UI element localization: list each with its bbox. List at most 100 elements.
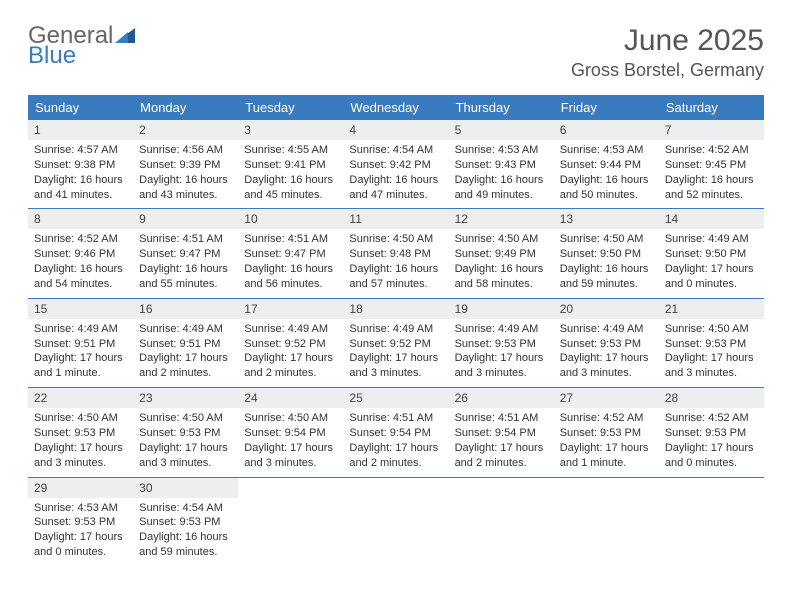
calendar-cell: 8Sunrise: 4:52 AMSunset: 9:46 PMDaylight… [28,209,133,298]
day-details: Sunrise: 4:50 AMSunset: 9:53 PMDaylight:… [28,408,133,476]
day-details: Sunrise: 4:52 AMSunset: 9:45 PMDaylight:… [659,140,764,208]
calendar-cell: 24Sunrise: 4:50 AMSunset: 9:54 PMDayligh… [238,388,343,477]
day-number: 26 [449,388,554,408]
location-label: Gross Borstel, Germany [571,60,764,81]
day-number: 19 [449,299,554,319]
page-header: GeneralBlue June 2025 Gross Borstel, Ger… [28,24,764,81]
day-number: 11 [343,209,448,229]
calendar-cell: .. [659,477,764,566]
day-number: 10 [238,209,343,229]
calendar-cell: .. [343,477,448,566]
weekday-header: Friday [554,95,659,120]
day-number: 3 [238,120,343,140]
calendar-page: GeneralBlue June 2025 Gross Borstel, Ger… [0,0,792,566]
day-number: 20 [554,299,659,319]
calendar-cell: 11Sunrise: 4:50 AMSunset: 9:48 PMDayligh… [343,209,448,298]
day-details: Sunrise: 4:50 AMSunset: 9:54 PMDaylight:… [238,408,343,476]
calendar-cell: 23Sunrise: 4:50 AMSunset: 9:53 PMDayligh… [133,388,238,477]
calendar-row: 15Sunrise: 4:49 AMSunset: 9:51 PMDayligh… [28,298,764,387]
day-details: Sunrise: 4:49 AMSunset: 9:51 PMDaylight:… [28,319,133,387]
calendar-cell: 25Sunrise: 4:51 AMSunset: 9:54 PMDayligh… [343,388,448,477]
calendar-row: 22Sunrise: 4:50 AMSunset: 9:53 PMDayligh… [28,388,764,477]
day-details: Sunrise: 4:50 AMSunset: 9:53 PMDaylight:… [133,408,238,476]
calendar-cell: .. [554,477,659,566]
day-number: 1 [28,120,133,140]
day-number: 25 [343,388,448,408]
day-number: 8 [28,209,133,229]
day-number: 28 [659,388,764,408]
calendar-cell: 19Sunrise: 4:49 AMSunset: 9:53 PMDayligh… [449,298,554,387]
day-details: Sunrise: 4:54 AMSunset: 9:42 PMDaylight:… [343,140,448,208]
calendar-cell: .. [238,477,343,566]
day-number: 15 [28,299,133,319]
day-details: Sunrise: 4:49 AMSunset: 9:51 PMDaylight:… [133,319,238,387]
day-details: Sunrise: 4:50 AMSunset: 9:50 PMDaylight:… [554,229,659,297]
day-details: Sunrise: 4:50 AMSunset: 9:49 PMDaylight:… [449,229,554,297]
day-details: Sunrise: 4:49 AMSunset: 9:52 PMDaylight:… [238,319,343,387]
weekday-header: Saturday [659,95,764,120]
calendar-cell: 30Sunrise: 4:54 AMSunset: 9:53 PMDayligh… [133,477,238,566]
day-number: 29 [28,478,133,498]
calendar-cell: 26Sunrise: 4:51 AMSunset: 9:54 PMDayligh… [449,388,554,477]
day-details: Sunrise: 4:55 AMSunset: 9:41 PMDaylight:… [238,140,343,208]
calendar-header-row: SundayMondayTuesdayWednesdayThursdayFrid… [28,95,764,120]
day-details: Sunrise: 4:51 AMSunset: 9:47 PMDaylight:… [238,229,343,297]
calendar-body: 1Sunrise: 4:57 AMSunset: 9:38 PMDaylight… [28,120,764,566]
day-details: Sunrise: 4:51 AMSunset: 9:54 PMDaylight:… [343,408,448,476]
day-number: 2 [133,120,238,140]
calendar-cell: 29Sunrise: 4:53 AMSunset: 9:53 PMDayligh… [28,477,133,566]
day-details: Sunrise: 4:53 AMSunset: 9:53 PMDaylight:… [28,498,133,566]
calendar-cell: 10Sunrise: 4:51 AMSunset: 9:47 PMDayligh… [238,209,343,298]
calendar-cell: .. [449,477,554,566]
day-details: Sunrise: 4:52 AMSunset: 9:46 PMDaylight:… [28,229,133,297]
calendar-cell: 9Sunrise: 4:51 AMSunset: 9:47 PMDaylight… [133,209,238,298]
day-number: 18 [343,299,448,319]
day-number: 17 [238,299,343,319]
day-number: 24 [238,388,343,408]
weekday-header: Thursday [449,95,554,120]
calendar-cell: 7Sunrise: 4:52 AMSunset: 9:45 PMDaylight… [659,120,764,209]
brand-triangle-icon [115,24,135,48]
day-details: Sunrise: 4:50 AMSunset: 9:53 PMDaylight:… [659,319,764,387]
day-number: 16 [133,299,238,319]
weekday-header: Monday [133,95,238,120]
calendar-cell: 2Sunrise: 4:56 AMSunset: 9:39 PMDaylight… [133,120,238,209]
day-number: 12 [449,209,554,229]
day-number: 27 [554,388,659,408]
day-number: 7 [659,120,764,140]
calendar-cell: 13Sunrise: 4:50 AMSunset: 9:50 PMDayligh… [554,209,659,298]
weekday-header: Tuesday [238,95,343,120]
day-number: 6 [554,120,659,140]
calendar-cell: 28Sunrise: 4:52 AMSunset: 9:53 PMDayligh… [659,388,764,477]
calendar-row: 8Sunrise: 4:52 AMSunset: 9:46 PMDaylight… [28,209,764,298]
calendar-cell: 14Sunrise: 4:49 AMSunset: 9:50 PMDayligh… [659,209,764,298]
day-number: 14 [659,209,764,229]
day-number: 13 [554,209,659,229]
day-details: Sunrise: 4:49 AMSunset: 9:52 PMDaylight:… [343,319,448,387]
day-details: Sunrise: 4:56 AMSunset: 9:39 PMDaylight:… [133,140,238,208]
title-block: June 2025 Gross Borstel, Germany [571,24,764,81]
day-number: 21 [659,299,764,319]
calendar-cell: 21Sunrise: 4:50 AMSunset: 9:53 PMDayligh… [659,298,764,387]
day-details: Sunrise: 4:50 AMSunset: 9:48 PMDaylight:… [343,229,448,297]
day-details: Sunrise: 4:52 AMSunset: 9:53 PMDaylight:… [554,408,659,476]
calendar-cell: 4Sunrise: 4:54 AMSunset: 9:42 PMDaylight… [343,120,448,209]
calendar-table: SundayMondayTuesdayWednesdayThursdayFrid… [28,95,764,566]
calendar-cell: 27Sunrise: 4:52 AMSunset: 9:53 PMDayligh… [554,388,659,477]
calendar-cell: 16Sunrise: 4:49 AMSunset: 9:51 PMDayligh… [133,298,238,387]
brand-logo: GeneralBlue [28,24,135,68]
day-details: Sunrise: 4:49 AMSunset: 9:50 PMDaylight:… [659,229,764,297]
day-details: Sunrise: 4:52 AMSunset: 9:53 PMDaylight:… [659,408,764,476]
day-number: 22 [28,388,133,408]
calendar-cell: 3Sunrise: 4:55 AMSunset: 9:41 PMDaylight… [238,120,343,209]
day-number: 23 [133,388,238,408]
day-details: Sunrise: 4:51 AMSunset: 9:47 PMDaylight:… [133,229,238,297]
calendar-cell: 6Sunrise: 4:53 AMSunset: 9:44 PMDaylight… [554,120,659,209]
weekday-header: Wednesday [343,95,448,120]
calendar-cell: 20Sunrise: 4:49 AMSunset: 9:53 PMDayligh… [554,298,659,387]
day-details: Sunrise: 4:57 AMSunset: 9:38 PMDaylight:… [28,140,133,208]
calendar-cell: 22Sunrise: 4:50 AMSunset: 9:53 PMDayligh… [28,388,133,477]
day-details: Sunrise: 4:53 AMSunset: 9:44 PMDaylight:… [554,140,659,208]
month-title: June 2025 [571,24,764,58]
calendar-row: 1Sunrise: 4:57 AMSunset: 9:38 PMDaylight… [28,120,764,209]
